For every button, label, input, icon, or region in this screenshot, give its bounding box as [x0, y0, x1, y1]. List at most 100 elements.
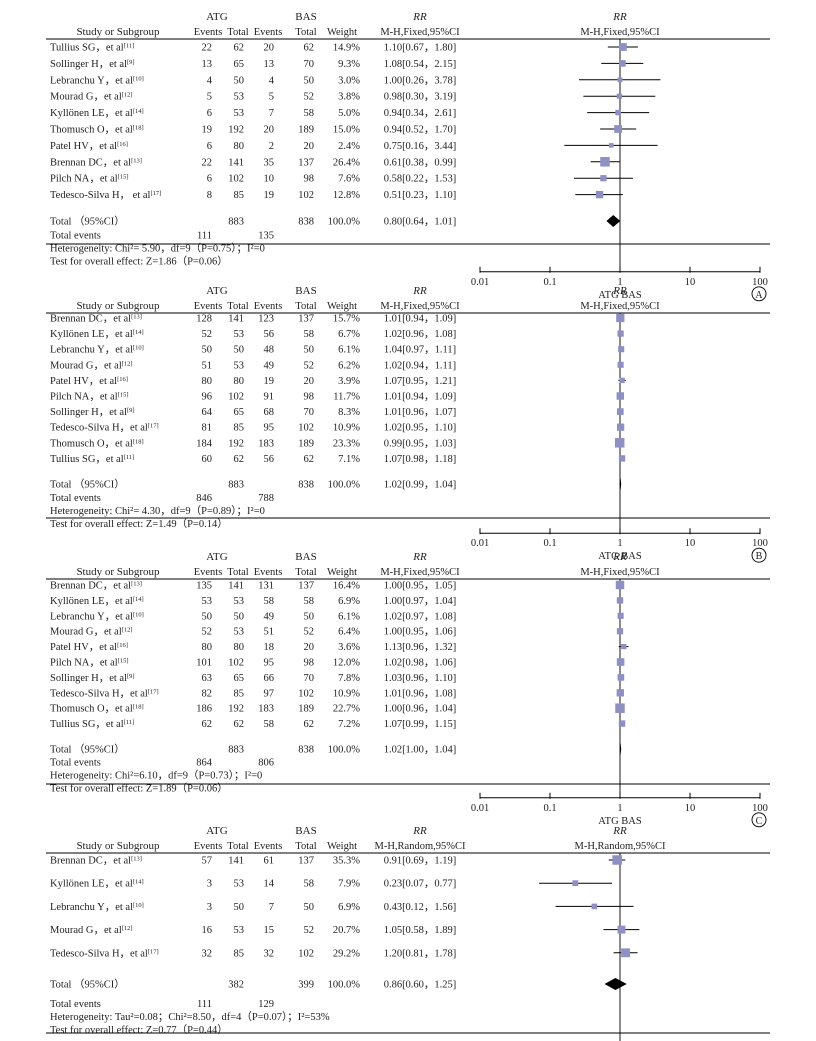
total-n-2: 838	[298, 480, 314, 491]
rr-ci: 1.07[0.99，1.15]	[384, 719, 457, 730]
events-1: 80	[202, 642, 213, 653]
events-2: 48	[264, 345, 275, 356]
total-1: 65	[234, 407, 245, 418]
header-total-1: Total	[227, 567, 249, 578]
x-tick-label: 100	[752, 538, 768, 549]
total-n-1: 883	[228, 480, 244, 491]
weight: 6.1%	[338, 345, 360, 356]
study-name: Sollinger H，et al[9]	[50, 407, 135, 419]
weight: 6.9%	[338, 902, 360, 913]
header-events-2: Events	[254, 567, 283, 578]
rr-ci: 0.91[0.69，1.19]	[384, 856, 457, 867]
forest-panel-d: ATG BAS RR RR Study or Subgroup Events Total Ev…	[46, 825, 770, 1041]
header-total-2: Total	[295, 841, 317, 852]
total-1: 192	[228, 438, 244, 449]
weight: 10.9%	[333, 688, 360, 699]
events-1: 62	[202, 719, 213, 730]
study-ref: [9]	[127, 407, 135, 414]
effect-square	[616, 313, 625, 323]
panel-label: A	[755, 290, 763, 301]
rr-ci: 1.02[0.96，1.08]	[384, 329, 457, 340]
header-method-table: M-H,Fixed,95%CI	[380, 301, 460, 312]
header-events-2: Events	[254, 27, 283, 38]
study-ref: [12]	[122, 626, 133, 633]
events-2: 15	[264, 925, 275, 936]
rr-ci: 0.61[0.38，0.99]	[384, 157, 457, 168]
total-n-2: 399	[298, 980, 314, 991]
total-1: 53	[234, 596, 245, 607]
effect-square	[616, 628, 624, 635]
study-ref: [15]	[118, 657, 129, 664]
events-2: 4	[269, 75, 275, 86]
weight: 11.7%	[333, 392, 360, 403]
rr-ci: 1.20[0.81，1.78]	[384, 948, 457, 959]
header-group2: BAS	[295, 11, 316, 23]
total-1: 85	[234, 688, 245, 699]
total-1: 102	[228, 658, 244, 669]
weight: 35.3%	[333, 856, 360, 867]
events-1: 64	[202, 407, 213, 418]
total-label: Total （95%CI）	[50, 216, 125, 228]
rr-ci: 1.04[0.97，1.11]	[384, 345, 456, 356]
events-2: 95	[264, 658, 275, 669]
total-1: 53	[234, 329, 245, 340]
total-1: 141	[228, 314, 244, 325]
heterogeneity: Heterogeneity: Chi²= 4.30，df=9（P=0.89）；I…	[50, 505, 265, 517]
rr-ci: 1.10[0.67，1.80]	[384, 43, 457, 54]
study-ref: [18]	[133, 124, 144, 131]
total-1: 62	[234, 719, 245, 730]
rr-ci: 1.00[0.95，1.06]	[384, 627, 457, 638]
total-events-2: 135	[258, 230, 274, 241]
weight: 7.9%	[338, 879, 360, 890]
total-2: 50	[304, 611, 315, 622]
effect-square	[595, 190, 604, 199]
summary-diamond	[606, 215, 621, 227]
effect-square	[615, 703, 625, 713]
header-total-2: Total	[295, 27, 317, 38]
effect-square	[616, 423, 625, 431]
header-weight: Weight	[327, 567, 357, 578]
events-2: 123	[258, 314, 274, 325]
total-weight: 100.0%	[328, 980, 361, 991]
total-1: 53	[234, 92, 245, 103]
total-events-1: 846	[196, 493, 212, 504]
events-1: 13	[202, 59, 213, 70]
study-ref: [14]	[133, 878, 144, 885]
header-effect-plot: RR	[612, 551, 627, 563]
events-2: 131	[258, 581, 274, 592]
events-2: 49	[264, 360, 275, 371]
study-name: Tullius SG，et al[11]	[50, 453, 134, 465]
study-name: Kyllönen LE，et al[14]	[50, 329, 144, 341]
study-ref: [12]	[122, 360, 133, 367]
total-2: 20	[304, 141, 315, 152]
weight: 15.7%	[333, 314, 360, 325]
study-name: Tullius SG，et al[11]	[50, 719, 134, 731]
study-name: Thomusch O，et al[18]	[50, 438, 144, 450]
x-tick-label: 10	[685, 538, 696, 549]
total-rr-ci: 0.80[0.64，1.01]	[384, 217, 457, 228]
events-2: 183	[258, 704, 274, 715]
total-2: 102	[298, 948, 314, 959]
x-tick-label: 0.1	[543, 803, 556, 814]
study-ref: [10]	[133, 75, 144, 82]
events-1: 16	[202, 925, 213, 936]
x-axis-label: ATG BAS	[598, 551, 642, 562]
rr-ci: 1.02[0.98，1.06]	[384, 658, 457, 669]
x-tick-label: 0.01	[471, 538, 489, 549]
effect-square	[617, 361, 624, 368]
header-weight: Weight	[327, 841, 357, 852]
weight: 3.8%	[338, 92, 360, 103]
study-ref: [18]	[133, 438, 144, 445]
rr-ci: 0.51[0.23，1.10]	[384, 190, 457, 201]
total-2: 98	[304, 658, 315, 669]
effect-square	[572, 880, 579, 887]
header-group2: BAS	[295, 551, 316, 563]
study-ref: [14]	[133, 329, 144, 336]
header-events-1: Events	[194, 27, 223, 38]
weight: 15.0%	[333, 125, 360, 136]
rr-ci: 1.07[0.95，1.21]	[384, 376, 457, 387]
study-ref: [13]	[131, 313, 142, 320]
rr-ci: 0.23[0.07，0.77]	[384, 879, 457, 890]
header-events-2: Events	[254, 841, 283, 852]
events-1: 81	[202, 423, 213, 434]
